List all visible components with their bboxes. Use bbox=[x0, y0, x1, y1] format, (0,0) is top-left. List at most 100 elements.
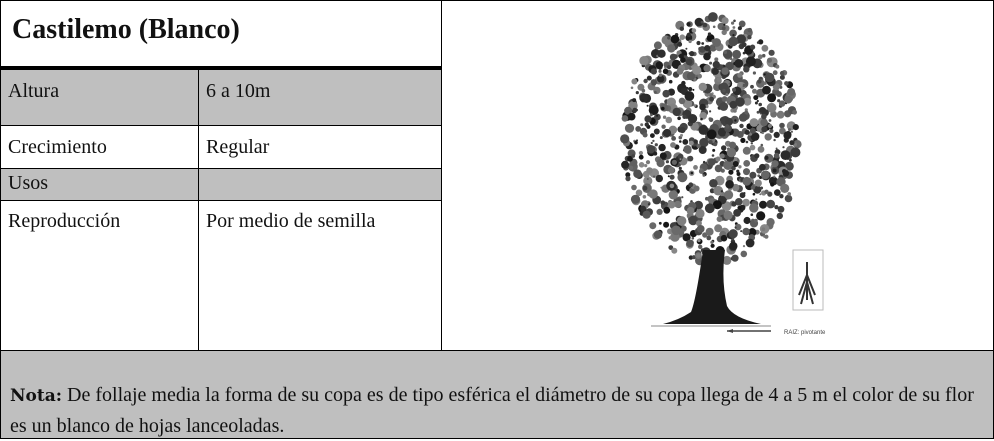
tree-illustration: RAIZ: pivotante bbox=[620, 12, 826, 336]
leaf bbox=[653, 151, 658, 156]
leaf bbox=[789, 122, 793, 127]
leaf bbox=[644, 122, 649, 127]
leaf bbox=[658, 69, 662, 73]
leaf bbox=[695, 208, 705, 219]
leaf bbox=[725, 132, 730, 137]
leaf bbox=[712, 148, 716, 152]
leaf bbox=[760, 170, 770, 180]
leaf bbox=[747, 27, 753, 33]
leaf bbox=[766, 102, 777, 113]
leaf bbox=[728, 229, 738, 239]
leaf bbox=[749, 171, 757, 179]
row-label: Reproducción bbox=[8, 210, 121, 232]
tree-trunk bbox=[663, 250, 761, 324]
leaf bbox=[749, 203, 759, 213]
leaf bbox=[678, 166, 682, 170]
leaf bbox=[638, 162, 645, 168]
leaf bbox=[685, 58, 693, 66]
leaf bbox=[671, 159, 677, 165]
leaf bbox=[684, 91, 695, 101]
leaf bbox=[667, 44, 676, 53]
leaf bbox=[777, 99, 781, 103]
leaf bbox=[668, 79, 673, 84]
leaf bbox=[698, 82, 707, 92]
leaf bbox=[713, 185, 723, 196]
leaf bbox=[750, 142, 753, 145]
leaf bbox=[782, 146, 785, 149]
leaf bbox=[734, 59, 744, 68]
leaf bbox=[725, 93, 729, 96]
leaf bbox=[648, 105, 659, 116]
leaf bbox=[757, 146, 765, 153]
leaf bbox=[764, 155, 769, 160]
leaf bbox=[697, 73, 702, 79]
leaf bbox=[764, 234, 769, 239]
leaf bbox=[743, 168, 750, 176]
leaf bbox=[763, 81, 767, 85]
leaf bbox=[737, 81, 743, 88]
leaf bbox=[725, 180, 734, 189]
leaf bbox=[647, 192, 652, 197]
leaf bbox=[732, 26, 736, 29]
leaf bbox=[759, 163, 766, 171]
leaf bbox=[693, 185, 700, 192]
leaf bbox=[704, 45, 711, 52]
leaf bbox=[696, 143, 701, 149]
leaf bbox=[779, 70, 785, 76]
leaf bbox=[706, 235, 712, 241]
leaf bbox=[654, 143, 658, 147]
leaf bbox=[740, 250, 748, 258]
leaf bbox=[767, 93, 777, 103]
leaf bbox=[691, 255, 696, 260]
leaf bbox=[713, 142, 718, 147]
leaf bbox=[779, 122, 785, 129]
leaf bbox=[720, 190, 724, 193]
leaf bbox=[646, 75, 652, 81]
leaf bbox=[634, 140, 638, 145]
leaf bbox=[787, 192, 791, 196]
leaf bbox=[624, 106, 633, 115]
leaf bbox=[691, 28, 697, 33]
leaf bbox=[702, 174, 706, 177]
leaf bbox=[732, 34, 735, 37]
leaf bbox=[688, 215, 698, 226]
leaf bbox=[723, 50, 728, 54]
leaf bbox=[641, 88, 646, 93]
leaf bbox=[679, 158, 682, 161]
leaf bbox=[733, 19, 736, 23]
leaf bbox=[690, 171, 694, 175]
leaf bbox=[764, 189, 769, 194]
leaf bbox=[668, 236, 672, 240]
leaf bbox=[694, 17, 704, 27]
leaf bbox=[686, 71, 696, 81]
leaf bbox=[689, 51, 695, 57]
leaf bbox=[752, 88, 757, 94]
leaf bbox=[641, 99, 645, 103]
leaf bbox=[662, 115, 667, 119]
leaf bbox=[742, 198, 750, 207]
leaf bbox=[766, 199, 775, 209]
leaf bbox=[698, 244, 703, 249]
leaf bbox=[726, 147, 737, 158]
leaf bbox=[714, 164, 723, 173]
leaf bbox=[653, 175, 656, 178]
leaf bbox=[777, 205, 785, 213]
leaf bbox=[771, 160, 779, 168]
leaf bbox=[649, 82, 652, 86]
leaf bbox=[662, 68, 669, 75]
leaf bbox=[738, 20, 746, 28]
root-label: RAIZ: pivotante bbox=[784, 330, 826, 336]
leaf bbox=[707, 158, 716, 166]
leaf bbox=[679, 26, 684, 31]
leaf bbox=[708, 117, 712, 121]
row-value: Por medio de semilla bbox=[206, 210, 376, 232]
leaf bbox=[737, 26, 742, 31]
leaf bbox=[719, 153, 725, 159]
leaf bbox=[749, 127, 756, 134]
leaf bbox=[621, 160, 630, 169]
leaf bbox=[723, 210, 733, 220]
leaf bbox=[774, 189, 781, 196]
leaf bbox=[681, 80, 686, 86]
leaf bbox=[732, 87, 736, 92]
